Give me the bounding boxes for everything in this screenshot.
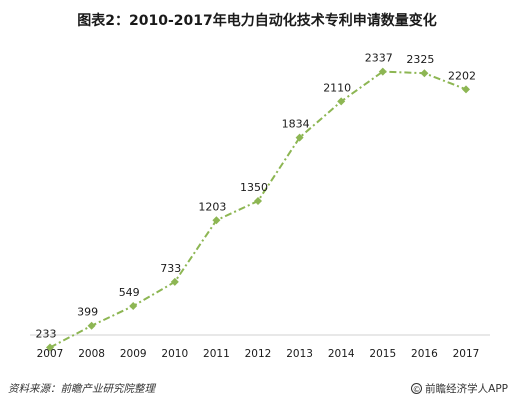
data-point-marker [337, 97, 346, 106]
x-tick-label: 2008 [78, 348, 105, 360]
data-label: 733 [160, 262, 181, 275]
series-line [49, 70, 467, 349]
data-point-marker [46, 343, 54, 352]
data-point-marker [462, 85, 470, 94]
data-point-marker [295, 133, 304, 142]
data-point-marker [212, 216, 221, 225]
data-label: 2202 [448, 69, 476, 82]
data-point-marker [129, 302, 138, 311]
x-tick-label: 2017 [453, 348, 480, 360]
data-point-marker [420, 69, 429, 78]
x-tick-label: 2007 [37, 348, 64, 360]
data-label: 1834 [282, 118, 310, 131]
x-tick-label: 2013 [286, 348, 313, 360]
x-tick-label: 2009 [120, 348, 147, 360]
data-label: 2110 [323, 81, 351, 94]
x-tick-label: 2010 [161, 348, 188, 360]
x-tick-label: 2012 [245, 348, 272, 360]
data-point-marker [87, 321, 96, 330]
data-label: 233 [36, 327, 57, 340]
brand-name: 前瞻经济学人APP [425, 383, 508, 395]
data-label: 2337 [365, 52, 393, 65]
x-tick-label: 2015 [369, 348, 396, 360]
x-tick-label: 2016 [411, 348, 438, 360]
source-note: 资料来源：前瞻产业研究院整理 [8, 383, 155, 395]
x-tick-label: 2014 [328, 348, 355, 360]
data-point-marker [254, 197, 262, 206]
data-label: 399 [77, 306, 98, 319]
chart-title: 图表2：2010-2017年电力自动化技术专利申请数量变化 [77, 13, 437, 29]
data-point-marker [170, 277, 179, 286]
brand-credit: © 前瞻经济学人APP [411, 381, 508, 396]
data-point-marker [378, 67, 387, 76]
data-label: 1350 [240, 181, 268, 194]
data-label: 2325 [406, 53, 434, 66]
data-label: 549 [119, 286, 140, 299]
copyright-icon: © [411, 383, 423, 394]
x-tick-label: 2011 [203, 348, 230, 360]
data-label: 1203 [198, 200, 226, 213]
